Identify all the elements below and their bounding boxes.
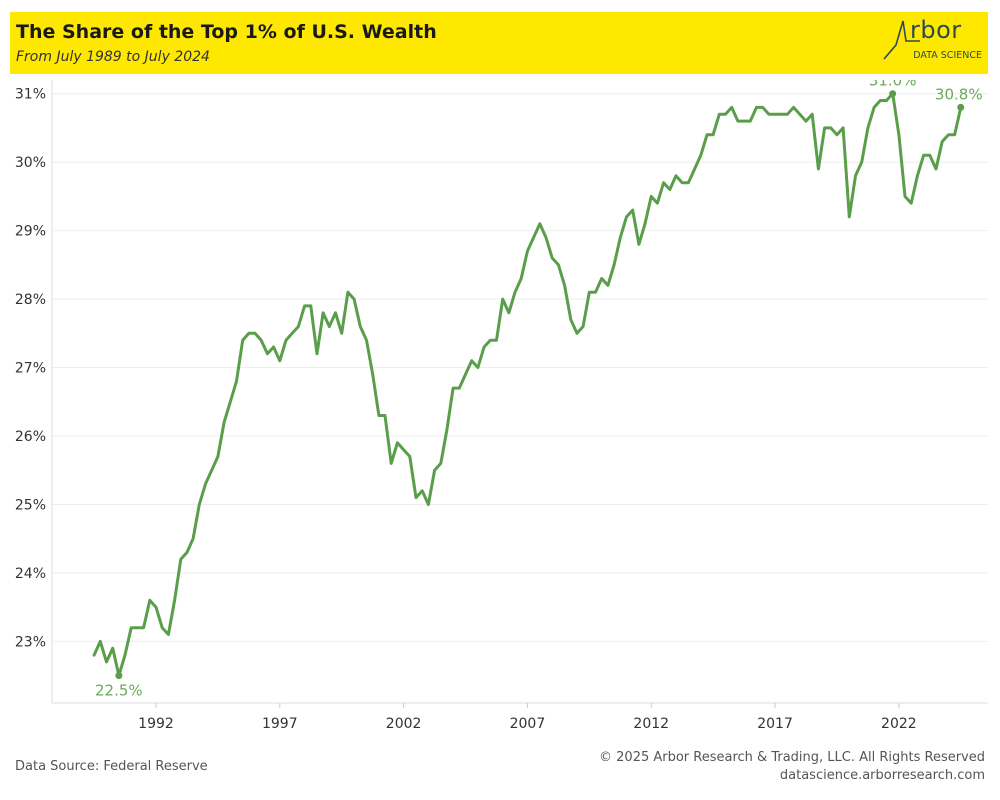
- y-tick-label: 25%: [15, 497, 46, 513]
- grid-layer: [52, 93, 988, 642]
- logo-subtitle: DATA SCIENCE: [913, 50, 982, 61]
- line-chart: 23% 24% 25% 26% 27% 28% 29% 30% 31% 1992 1997 2002 2…: [15, 80, 988, 732]
- annotation-label: 22.5%: [95, 682, 143, 700]
- x-tick-label: 1992: [138, 716, 174, 732]
- title-banner: The Share of the Top 1% of U.S. Wealth F…: [10, 12, 988, 74]
- y-tick-label: 23%: [15, 634, 46, 650]
- logo-wordmark: rbor: [910, 16, 962, 44]
- website-link[interactable]: datascience.arborresearch.com: [779, 768, 985, 783]
- arbor-logo-mark-icon: [883, 20, 920, 60]
- footer-credits: © 2025 Arbor Research & Trading, LLC. Al…: [599, 749, 985, 785]
- x-tick-label: 2012: [633, 716, 669, 732]
- y-tick-label: 27%: [15, 361, 46, 377]
- y-tick-label: 31%: [15, 87, 46, 103]
- x-tick-label: 2002: [386, 716, 422, 732]
- y-tick-label: 26%: [15, 429, 46, 445]
- y-tick-label: 24%: [15, 566, 46, 582]
- axis-layer: 23% 24% 25% 26% 27% 28% 29% 30% 31% 1992 1997 2002 2…: [15, 80, 988, 732]
- arbor-logo: rbor DATA SCIENCE: [882, 15, 982, 71]
- x-tick-label: 2022: [881, 716, 917, 732]
- annotation-label: 30.8%: [935, 85, 983, 103]
- annotation-point: [957, 103, 965, 111]
- data-source: Data Source: Federal Reserve: [15, 759, 208, 774]
- chart-title: The Share of the Top 1% of U.S. Wealth: [16, 21, 437, 43]
- y-tick-label: 28%: [15, 292, 46, 308]
- series-layer: [92, 92, 963, 678]
- label-layer: 22.5% 31.0% 30.8%: [95, 80, 983, 700]
- x-tick-label: 2017: [757, 716, 793, 732]
- x-tick-label: 1997: [262, 716, 298, 732]
- wealth-share-line: [92, 92, 963, 678]
- chart-subtitle: From July 1989 to July 2024: [16, 49, 210, 65]
- annotation-point: [889, 90, 897, 98]
- annotation-point: [115, 672, 123, 680]
- x-tick-label: 2007: [510, 716, 546, 732]
- copyright-text: © 2025 Arbor Research & Trading, LLC. Al…: [599, 750, 985, 765]
- y-tick-label: 30%: [15, 155, 46, 171]
- annotation-label: 31.0%: [869, 80, 917, 90]
- y-tick-label: 29%: [15, 224, 46, 240]
